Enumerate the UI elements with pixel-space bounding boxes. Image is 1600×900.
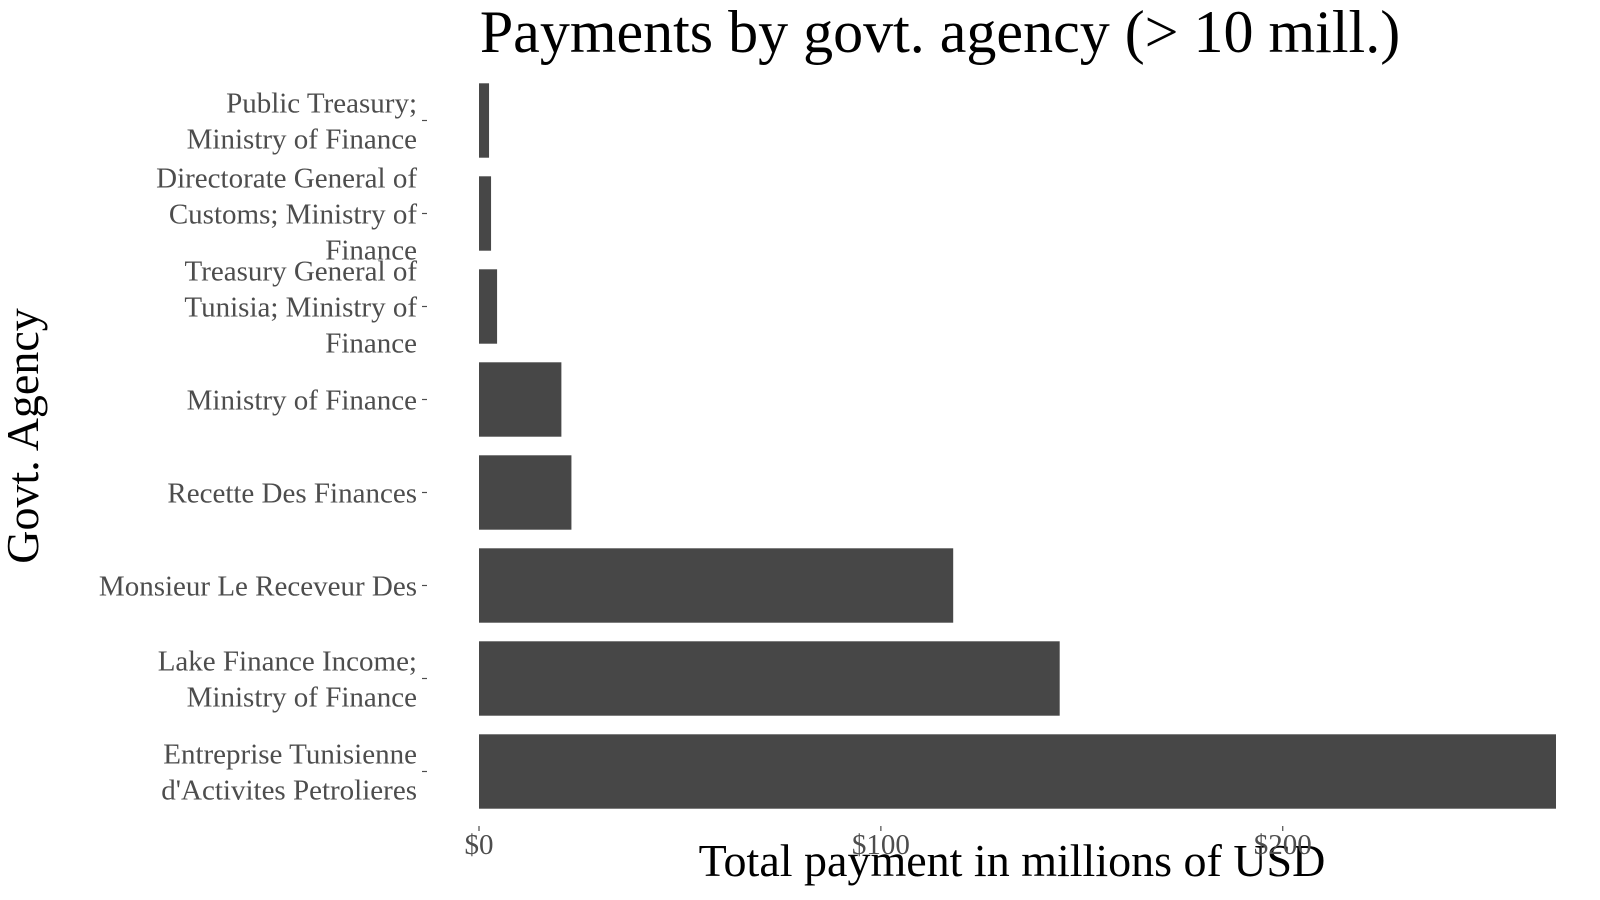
x-axis: $0 $100 $200 <box>465 826 1312 861</box>
y-tick-label-line: Monsieur Le Receveur Des <box>99 571 417 603</box>
bar <box>479 455 572 530</box>
x-tick-label: $100 <box>852 829 910 861</box>
y-tick-label: Public Treasury; Ministry of Finance <box>187 88 417 156</box>
y-tick-label: Monsieur Le Receveur Des <box>99 571 417 603</box>
y-tick-label: Recette Des Finances <box>167 478 417 510</box>
y-tick-label-line: d'Activites Petrolieres <box>161 775 417 807</box>
bar <box>479 641 1060 716</box>
y-tick-label: Directorate General of Customs; Ministry … <box>156 163 417 267</box>
y-axis: Public Treasury; Ministry of Finance Direc… <box>99 88 427 807</box>
bar <box>479 548 954 623</box>
y-tick-label-line: Lake Finance Income; <box>158 646 417 678</box>
y-tick-label: Entreprise Tunisienne d'Activites Petroli… <box>161 739 417 807</box>
y-tick-label: Ministry of Finance <box>187 385 417 417</box>
y-tick-label-line: Customs; Ministry of <box>169 199 417 231</box>
x-axis-title: Total payment in millions of USD <box>699 835 1326 886</box>
y-tick-label-line: Directorate General of <box>156 163 417 195</box>
y-tick-label-line: Entreprise Tunisienne <box>163 739 417 771</box>
y-tick-label-line: Ministry of Finance <box>187 385 417 417</box>
y-tick-label-line: Treasury General of <box>185 256 418 288</box>
x-tick-label: $0 <box>465 829 494 861</box>
y-tick-label: Treasury General of Tunisia; Ministry of F… <box>184 256 417 360</box>
y-tick-label: Lake Finance Income; Ministry of Finance <box>158 646 417 714</box>
y-tick-label-line: Public Treasury; <box>226 88 417 120</box>
y-axis-title: Govt. Agency <box>0 308 48 564</box>
y-tick-label-line: Finance <box>325 235 417 267</box>
y-tick-label-line: Ministry of Finance <box>187 682 417 714</box>
chart-title: Payments by govt. agency (> 10 mill.) <box>480 0 1400 65</box>
bar <box>479 269 498 344</box>
y-tick-label-line: Recette Des Finances <box>167 478 417 510</box>
y-tick-label-line: Ministry of Finance <box>187 124 417 156</box>
bar <box>479 83 490 158</box>
bar <box>479 734 1556 809</box>
y-tick-label-line: Finance <box>325 328 417 360</box>
bars-group <box>479 83 1556 809</box>
bar <box>479 362 562 437</box>
y-tick-label-line: Tunisia; Ministry of <box>184 292 417 324</box>
x-tick-label: $200 <box>1254 829 1312 861</box>
bar <box>479 176 492 251</box>
